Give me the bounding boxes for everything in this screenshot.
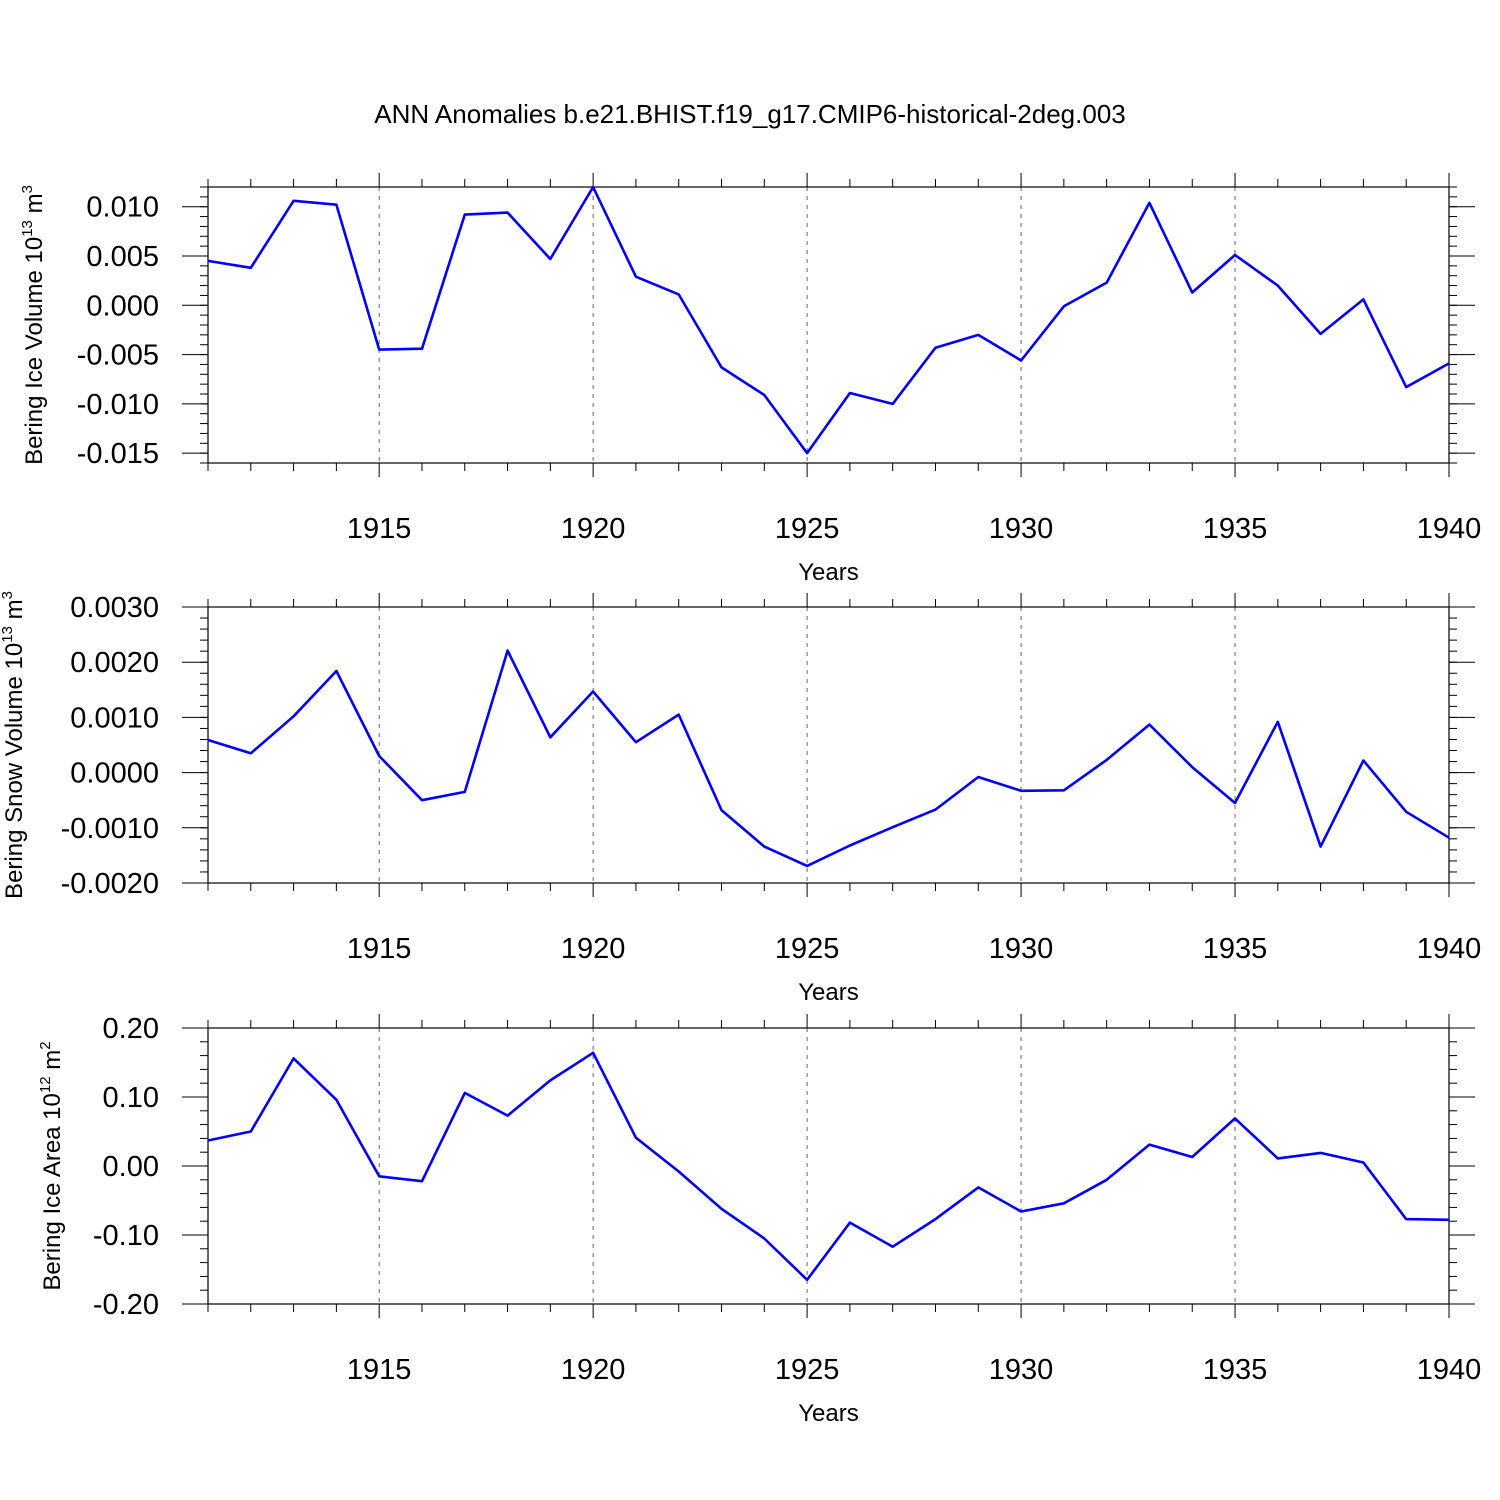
x-tick-label: 1915: [347, 933, 412, 965]
panel-3: -0.20 -0.10 0.00 0.10 0.20 1915 1920 1925 1930 19…: [37, 1013, 1481, 1427]
series-line: [207, 185, 1450, 455]
x-tick-label: 1940: [1417, 933, 1482, 965]
y-axis-label-unit: m: [39, 1050, 66, 1077]
panel-2: -0.0020 -0.0010 0.0000 0.0010 0.0020 0.0030 19…: [0, 591, 1481, 1006]
series-line: [207, 1051, 1450, 1282]
x-tick-label: 1930: [989, 933, 1054, 965]
y-axis-label-text: Bering Ice Area 10: [39, 1093, 66, 1290]
y-tick-label: -0.005: [77, 340, 159, 372]
y-axis-label-unit-exponent: 2: [37, 1041, 54, 1049]
y-axis-label-text: Bering Snow Volume 10: [1, 643, 28, 899]
x-tick-label: 1930: [989, 513, 1054, 545]
x-tick-label: 1930: [989, 1354, 1054, 1386]
plot-frame: [207, 1027, 1450, 1305]
y-tick-label: 0.0010: [70, 702, 159, 734]
y-axis-label-exponent: 12: [37, 1076, 54, 1093]
y-tick-label: 0.00: [103, 1151, 159, 1183]
y-tick-label: 0.010: [86, 192, 159, 224]
x-tick-label: 1920: [561, 513, 626, 545]
y-tick-label: 0.0000: [70, 758, 159, 790]
y-tick-label: 0.0020: [70, 647, 159, 679]
y-tick-label: -0.015: [77, 438, 159, 470]
y-axis-label-exponent: 13: [0, 626, 16, 643]
y-tick-label: 0.000: [86, 290, 159, 322]
y-axis-label: Bering Ice Volume 1013 m3: [19, 185, 48, 465]
y-axis-label-unit-exponent: 3: [19, 185, 36, 193]
y-tick-label: -0.0010: [61, 813, 159, 845]
y-tick-label: -0.0020: [61, 868, 159, 900]
x-tick-label: 1920: [561, 1354, 626, 1386]
plot-frame: [207, 606, 1450, 884]
x-axis-label: Years: [798, 979, 859, 1006]
x-tick-label: 1935: [1203, 513, 1268, 545]
y-axis-label-unit: m: [21, 193, 48, 220]
x-tick-label: 1935: [1203, 1354, 1268, 1386]
y-axis-label-text: Bering Ice Volume 10: [21, 237, 48, 465]
y-tick-label: 0.20: [103, 1013, 159, 1045]
chart-title: ANN Anomalies b.e21.BHIST.f19_g17.CMIP6-…: [374, 99, 1126, 129]
x-tick-label: 1920: [561, 933, 626, 965]
x-axis-label: Years: [798, 559, 859, 586]
x-tick-label: 1940: [1417, 1354, 1482, 1386]
y-axis-label-exponent: 13: [19, 220, 36, 237]
y-axis-label-unit: m: [1, 599, 28, 626]
y-tick-label: 0.0030: [70, 592, 159, 624]
panel-1: -0.015 -0.010 -0.005 0.000 0.005 0.010 1915 192…: [19, 173, 1481, 586]
x-tick-label: 1925: [775, 513, 840, 545]
y-tick-label: -0.10: [93, 1220, 159, 1252]
x-axis-label: Years: [798, 1400, 859, 1427]
x-tick-label: 1935: [1203, 933, 1268, 965]
x-tick-label: 1940: [1417, 513, 1482, 545]
x-tick-label: 1915: [347, 513, 412, 545]
y-axis-label-unit-exponent: 3: [0, 591, 16, 599]
y-axis-label: Bering Snow Volume 1013 m3: [0, 591, 28, 899]
x-tick-label: 1925: [775, 1354, 840, 1386]
y-axis-label: Bering Ice Area 1012 m2: [37, 1041, 66, 1290]
y-tick-label: -0.010: [77, 389, 159, 421]
x-tick-label: 1915: [347, 1354, 412, 1386]
y-tick-label: -0.20: [93, 1289, 159, 1321]
y-tick-label: 0.10: [103, 1082, 159, 1114]
y-tick-label: 0.005: [86, 241, 159, 273]
x-tick-label: 1925: [775, 933, 840, 965]
series-line: [207, 649, 1450, 868]
